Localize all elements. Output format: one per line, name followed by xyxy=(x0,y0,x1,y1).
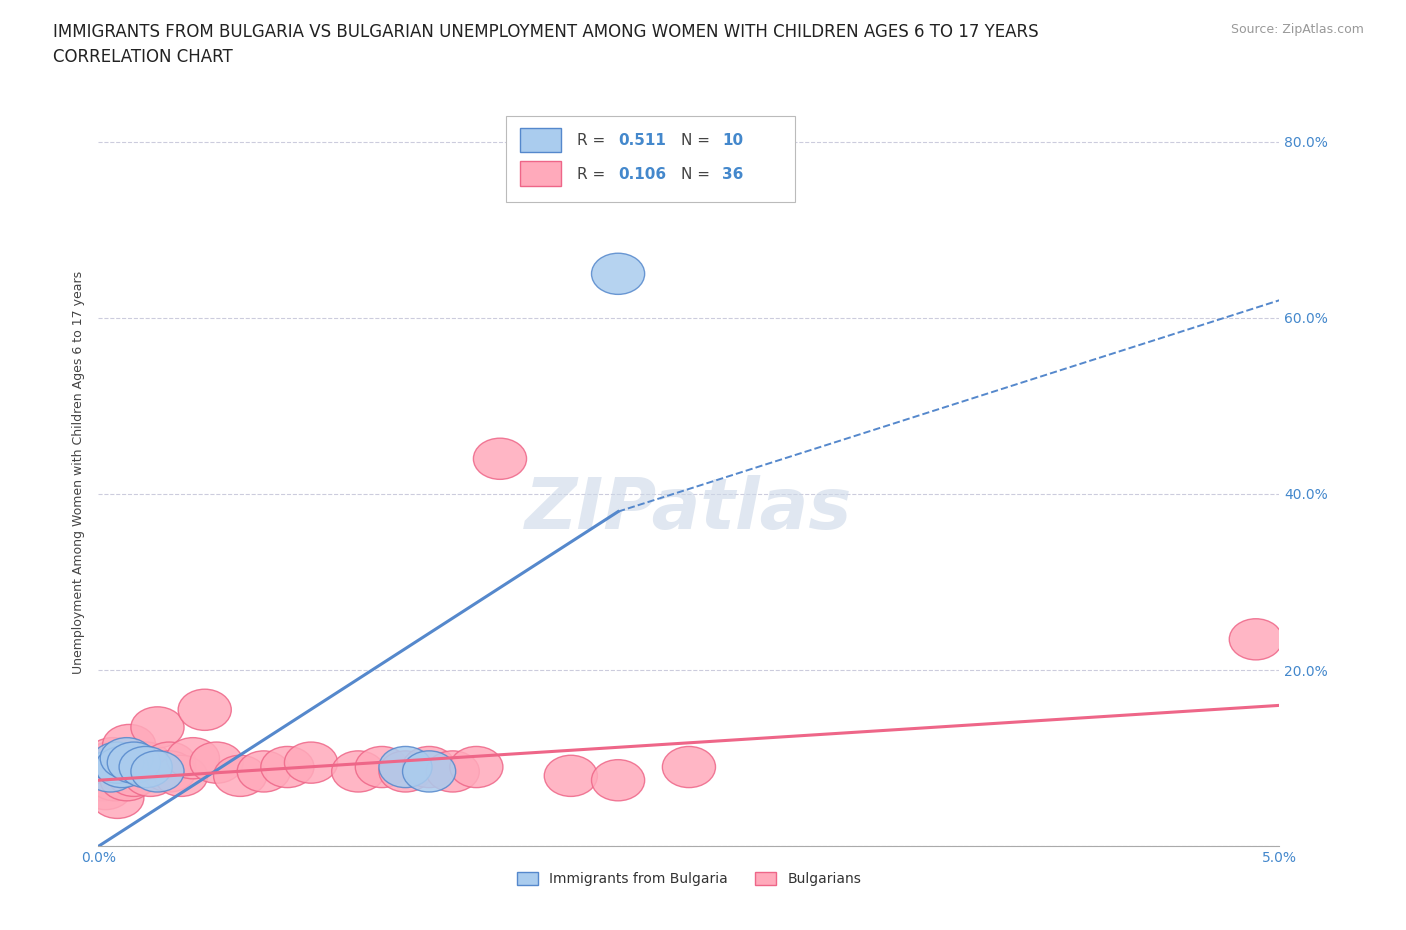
FancyBboxPatch shape xyxy=(520,127,561,153)
Y-axis label: Unemployment Among Women with Children Ages 6 to 17 years: Unemployment Among Women with Children A… xyxy=(72,271,86,673)
Text: 36: 36 xyxy=(723,166,744,181)
Text: 0.106: 0.106 xyxy=(619,166,666,181)
Text: N =: N = xyxy=(681,166,710,181)
Text: R =: R = xyxy=(576,166,605,181)
Legend: Immigrants from Bulgaria, Bulgarians: Immigrants from Bulgaria, Bulgarians xyxy=(512,867,866,892)
Text: IMMIGRANTS FROM BULGARIA VS BULGARIAN UNEMPLOYMENT AMONG WOMEN WITH CHILDREN AGE: IMMIGRANTS FROM BULGARIA VS BULGARIAN UN… xyxy=(53,23,1039,41)
FancyBboxPatch shape xyxy=(506,116,796,203)
Text: ZIPatlas: ZIPatlas xyxy=(526,475,852,544)
Text: CORRELATION CHART: CORRELATION CHART xyxy=(53,48,233,66)
Text: Source: ZipAtlas.com: Source: ZipAtlas.com xyxy=(1230,23,1364,36)
FancyBboxPatch shape xyxy=(520,161,561,186)
Text: N =: N = xyxy=(681,133,710,148)
Text: 10: 10 xyxy=(723,133,744,148)
Text: R =: R = xyxy=(576,133,605,148)
Text: 0.511: 0.511 xyxy=(619,133,666,148)
